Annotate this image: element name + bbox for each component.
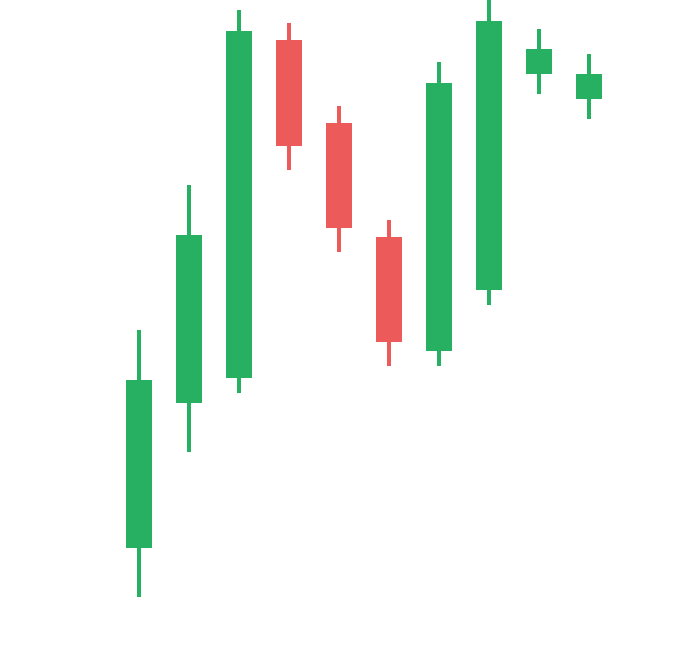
candle-body: [476, 21, 502, 290]
candle-body: [326, 123, 352, 228]
candle-body: [426, 83, 452, 351]
candle-body: [376, 237, 402, 342]
candle-body: [276, 40, 302, 146]
candle-body: [526, 49, 552, 74]
candle-body: [576, 74, 602, 99]
candle-body: [226, 31, 252, 378]
candle-body: [126, 380, 152, 548]
candle-body: [176, 235, 202, 403]
